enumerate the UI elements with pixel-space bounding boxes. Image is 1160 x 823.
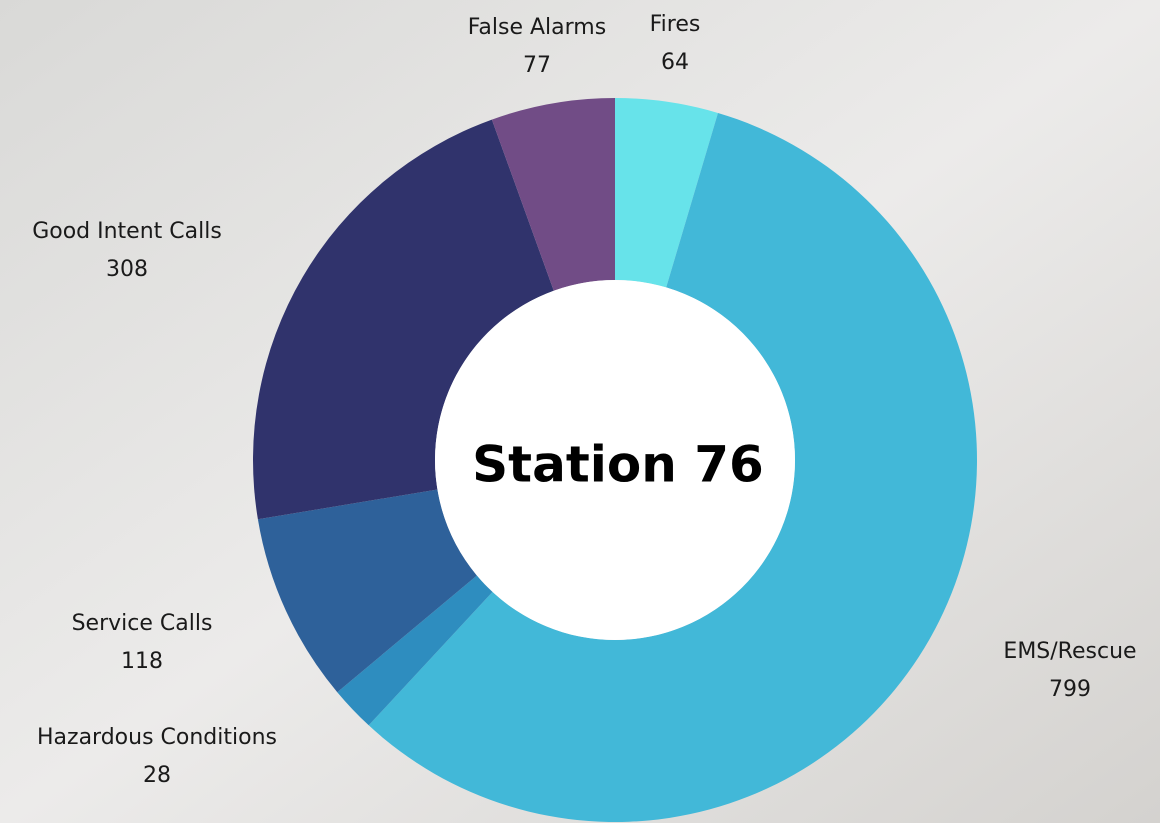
slice-label: Good Intent Calls — [32, 219, 222, 244]
slice — [368, 112, 977, 822]
donut-hole — [435, 280, 795, 640]
slice — [491, 98, 615, 291]
donut — [253, 98, 977, 822]
slice-value: 77 — [523, 53, 551, 78]
slice-label: Hazardous Conditions — [37, 725, 277, 750]
slice-label: EMS/Rescue — [1003, 639, 1136, 664]
slice — [337, 575, 493, 726]
slice-value: 118 — [121, 649, 163, 674]
slice-value: 64 — [661, 50, 689, 75]
slice — [615, 98, 718, 288]
slice-value: 28 — [143, 763, 171, 788]
slice-label: False Alarms — [468, 15, 606, 40]
slice-label: Fires — [650, 12, 701, 37]
slice-label: Service Calls — [72, 611, 213, 636]
slice-value: 308 — [106, 257, 148, 282]
slice — [253, 119, 554, 520]
center-label: Station 76 — [472, 436, 764, 494]
slice — [257, 489, 477, 693]
slice-value: 799 — [1049, 677, 1091, 702]
